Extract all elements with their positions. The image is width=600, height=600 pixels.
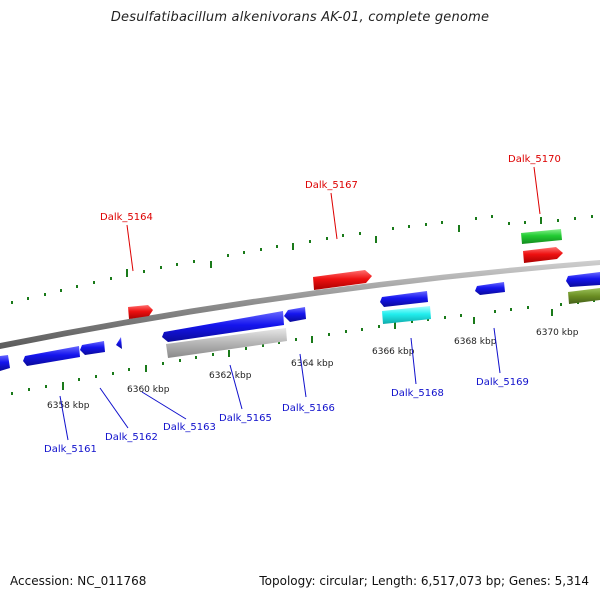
feature-right-edge-olive[interactable] [568,288,600,304]
scale-label-6362: 6362 kbp [209,371,252,381]
rna-dalk-5170[interactable] [521,229,562,244]
map-title: Desulfatibacillum alkenivorans AK-01, co… [110,10,490,25]
scale-label-6368: 6368 kbp [454,337,497,347]
gene-dalk-5161[interactable] [23,346,80,366]
gene-dalk-5163[interactable] [116,337,122,349]
plus-strand-features [128,229,563,319]
leader-dalk-5162 [99,387,129,429]
leader-dalk-5161 [59,395,69,441]
gene-dalk-5168[interactable] [380,291,428,307]
scale-label-6358: 6358 kbp [47,401,90,411]
gene-left-edge[interactable] [0,355,10,371]
leader-dalk-5168 [410,337,417,385]
minus-strand-features [0,272,600,371]
leader-dalk-5165 [229,364,243,410]
genome-backbone [0,260,600,349]
gene-dalk-5167[interactable] [313,270,372,290]
scale-labels: 6358 kbp 6360 kbp 6362 kbp 6364 kbp 6366… [47,328,579,411]
leader-dalk-5166 [299,353,307,398]
feature-dalk-5168[interactable] [382,306,431,324]
leader-dalk-5163 [141,391,187,420]
minus-leader-lines [59,327,501,441]
label-dalk-5162[interactable]: Dalk_5162 [105,432,158,443]
label-dalk-5167[interactable]: Dalk_5167 [305,180,358,191]
label-dalk-5161[interactable]: Dalk_5161 [44,444,97,455]
label-dalk-5164[interactable]: Dalk_5164 [100,212,153,223]
leader-dalk-5169 [493,327,501,374]
label-dalk-5163[interactable]: Dalk_5163 [163,422,216,433]
label-dalk-5170[interactable]: Dalk_5170 [508,154,561,165]
gene-dalk-5164[interactable] [128,305,153,319]
scale-label-6370: 6370 kbp [536,328,579,338]
lower-tick-ring [11,299,595,395]
genome-summary-text: Topology: circular; Length: 6,517,073 bp… [259,574,589,588]
leader-dalk-5170 [533,166,541,215]
scale-label-6360: 6360 kbp [127,385,170,395]
scale-label-6364: 6364 kbp [291,359,334,369]
gene-dalk-5165[interactable] [162,311,284,342]
leader-dalk-5167 [330,192,338,240]
gene-right-edge[interactable] [566,272,600,287]
gene-dalk-5169[interactable] [475,282,505,295]
plus-gene-labels: Dalk_5164 Dalk_5167 Dalk_5170 [100,154,561,223]
minus-gene-labels: Dalk_5161 Dalk_5162 Dalk_5163 Dalk_5165 … [44,377,529,455]
scale-label-6366: 6366 kbp [372,347,415,357]
accession-text: Accession: NC_011768 [10,574,147,588]
label-dalk-5168[interactable]: Dalk_5168 [391,388,444,399]
leader-dalk-5164 [126,224,134,272]
pseudo-dalk-5165[interactable] [166,328,287,358]
gene-dalk-5171[interactable] [523,247,563,263]
upper-tick-ring [11,215,593,304]
label-dalk-5166[interactable]: Dalk_5166 [282,403,335,414]
plus-leader-lines [126,166,541,272]
gene-dalk-5166[interactable] [284,307,306,322]
label-dalk-5169[interactable]: Dalk_5169 [476,377,529,388]
gene-dalk-5162[interactable] [80,341,105,355]
label-dalk-5165[interactable]: Dalk_5165 [219,413,272,424]
